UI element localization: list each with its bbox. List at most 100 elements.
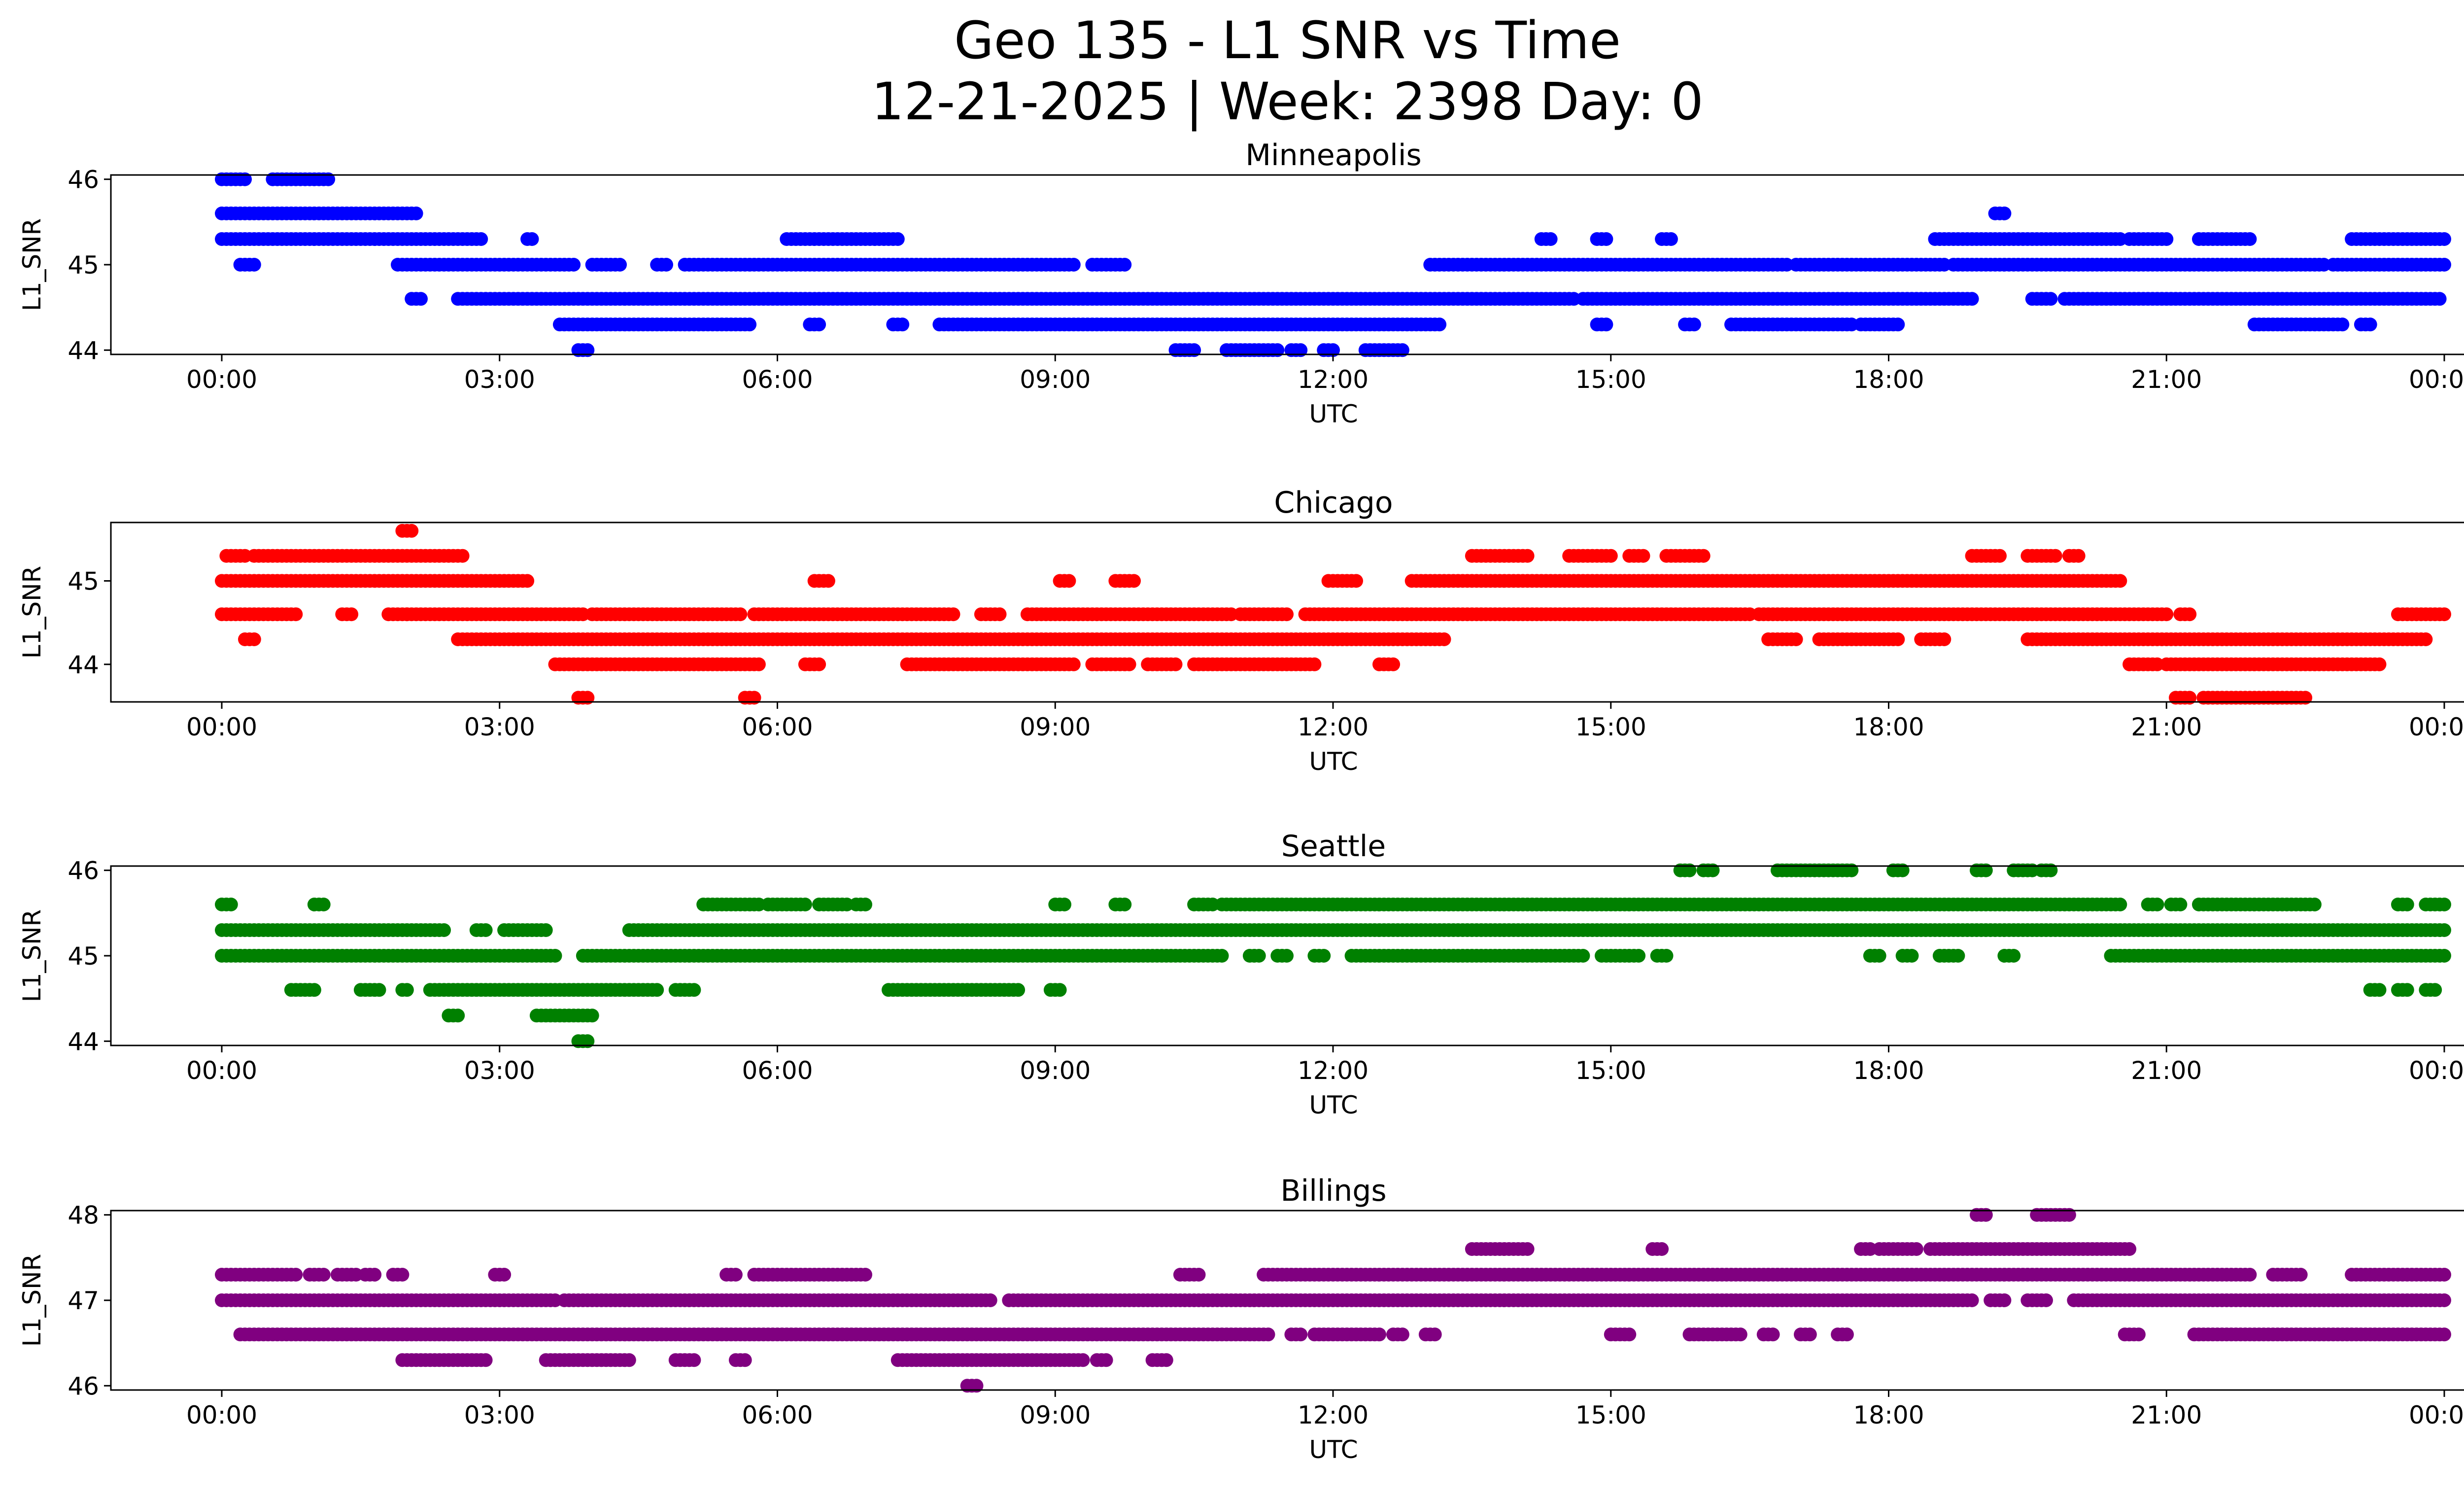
x-tick-label: 09:00 bbox=[1020, 713, 1091, 741]
data-point bbox=[1386, 657, 1401, 671]
data-point bbox=[1706, 863, 1720, 877]
data-point bbox=[1062, 574, 1076, 588]
data-point bbox=[946, 607, 960, 622]
data-point bbox=[581, 343, 595, 357]
x-tick-label: 18:00 bbox=[1853, 365, 1924, 394]
data-point bbox=[2372, 657, 2387, 671]
data-point bbox=[2062, 1208, 2076, 1222]
data-point bbox=[321, 172, 336, 186]
data-point bbox=[812, 317, 826, 332]
data-point bbox=[890, 232, 905, 246]
data-point bbox=[2372, 983, 2387, 997]
data-point bbox=[451, 1008, 465, 1023]
data-point bbox=[1395, 343, 1409, 357]
data-point bbox=[497, 1268, 512, 1282]
y-tick-label: 44 bbox=[68, 336, 99, 365]
data-point bbox=[395, 1268, 410, 1282]
subplot-billings: 00:00 03:00 06:00 09:00 12:00 15:00 18:00 21:00… bbox=[18, 1174, 2464, 1464]
data-point bbox=[307, 983, 321, 997]
data-point bbox=[992, 607, 1007, 622]
y-axis-label: L1_SNR bbox=[18, 566, 46, 659]
data-point bbox=[2363, 317, 2377, 332]
data-point bbox=[1053, 983, 1067, 997]
data-point bbox=[1118, 258, 1132, 272]
data-point bbox=[2400, 898, 2414, 911]
data-point bbox=[1011, 983, 1026, 997]
data-point bbox=[2039, 1293, 2053, 1307]
x-tick-label: 12:00 bbox=[1298, 713, 1369, 741]
y-tick-label: 44 bbox=[68, 651, 99, 679]
data-point bbox=[2419, 632, 2433, 646]
data-point bbox=[2437, 898, 2451, 911]
data-point bbox=[2428, 983, 2442, 997]
y-axis-label: L1_SNR bbox=[18, 909, 46, 1003]
data-point bbox=[2437, 258, 2451, 272]
data-point bbox=[474, 232, 488, 246]
data-point bbox=[1520, 1242, 1535, 1256]
data-point bbox=[455, 549, 470, 563]
data-point bbox=[1599, 317, 1613, 332]
data-point bbox=[2071, 549, 2086, 563]
subplot-title: Minneapolis bbox=[1245, 138, 1422, 173]
data-point bbox=[821, 574, 835, 588]
x-tick-label: 21:00 bbox=[2131, 365, 2202, 394]
y-tick-label: 46 bbox=[68, 166, 99, 194]
subplot-chicago: 00:00 03:00 06:00 09:00 12:00 15:00 18:00 21:00… bbox=[18, 486, 2464, 776]
subplot-minneapolis: 00:00 03:00 06:00 09:00 12:00 15:00 18:00 21:00… bbox=[18, 138, 2464, 428]
x-tick-label: 00:00 bbox=[186, 365, 257, 394]
data-point bbox=[2307, 898, 2322, 911]
x-tick-label: 03:00 bbox=[464, 1056, 535, 1085]
data-point bbox=[2400, 983, 2414, 997]
data-point bbox=[1294, 343, 1308, 357]
data-point bbox=[1270, 343, 1285, 357]
data-point bbox=[414, 292, 428, 306]
figure-title: Geo 135 - L1 SNR vs Time 12-21-2025 | We… bbox=[0, 10, 2464, 132]
data-point bbox=[1965, 1293, 1979, 1307]
data-point bbox=[1636, 549, 1650, 563]
data-point bbox=[2183, 607, 2197, 622]
data-point bbox=[1891, 317, 1905, 332]
data-point bbox=[728, 1268, 743, 1282]
data-point bbox=[1520, 549, 1535, 563]
data-point bbox=[2243, 1268, 2257, 1282]
x-tick-label: 15:00 bbox=[1575, 1056, 1646, 1085]
data-point bbox=[1127, 574, 1141, 588]
data-point bbox=[1891, 632, 1905, 646]
data-point bbox=[752, 657, 766, 671]
data-point bbox=[1066, 657, 1081, 671]
data-point bbox=[1659, 949, 1674, 963]
data-point bbox=[2048, 549, 2062, 563]
figure-title-line-1: Geo 135 - L1 SNR vs Time bbox=[954, 10, 1621, 70]
x-tick-label: 06:00 bbox=[742, 713, 813, 741]
x-tick-label: 12:00 bbox=[1298, 1056, 1369, 1085]
data-point bbox=[316, 1268, 331, 1282]
data-point bbox=[479, 923, 493, 937]
data-point bbox=[2437, 607, 2451, 622]
x-tick-label: 18:00 bbox=[1853, 1056, 1924, 1085]
data-point bbox=[2150, 898, 2164, 911]
data-point bbox=[650, 983, 664, 997]
y-tick-label: 46 bbox=[68, 857, 99, 885]
data-point bbox=[1349, 574, 1363, 588]
data-point bbox=[1789, 632, 1803, 646]
data-point bbox=[405, 523, 419, 538]
data-point bbox=[1655, 1242, 1669, 1256]
data-point bbox=[2044, 292, 2058, 306]
data-point bbox=[1058, 898, 1071, 911]
figure-title-line-2: 12-21-2025 | Week: 2398 Day: 0 bbox=[871, 71, 1704, 132]
x-tick-label: 21:00 bbox=[2131, 713, 2202, 741]
data-point bbox=[247, 632, 261, 646]
data-point bbox=[1252, 949, 1266, 963]
data-point bbox=[1326, 343, 1340, 357]
data-point bbox=[659, 258, 673, 272]
data-point bbox=[2437, 923, 2451, 937]
data-point bbox=[1682, 863, 1697, 877]
data-point bbox=[525, 232, 539, 246]
data-point bbox=[1632, 949, 1646, 963]
x-tick-label: 03:00 bbox=[464, 713, 535, 741]
data-point bbox=[687, 983, 701, 997]
data-point bbox=[983, 1293, 997, 1307]
data-point bbox=[1280, 949, 1294, 963]
data-point bbox=[289, 607, 303, 622]
subplot-title: Chicago bbox=[1274, 486, 1393, 520]
